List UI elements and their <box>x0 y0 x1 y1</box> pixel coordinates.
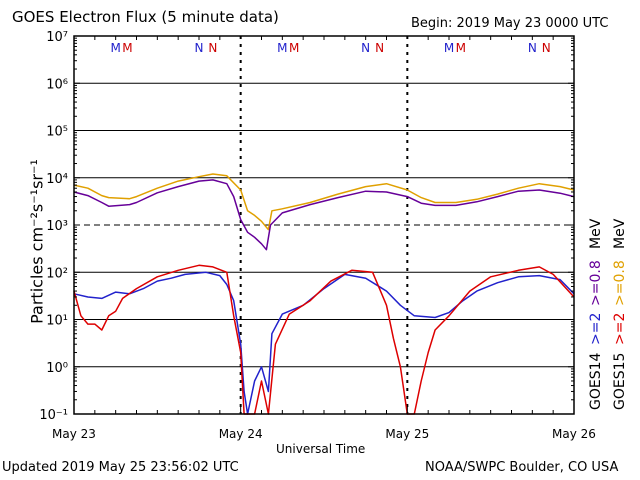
legend-label: >=2 <box>588 312 604 345</box>
x-axis-label: Universal Time <box>276 442 366 456</box>
series-line-3 <box>73 264 575 415</box>
marker-label: N <box>208 41 217 55</box>
begin-time: Begin: 2019 May 23 0000 UTC <box>411 16 609 31</box>
y-tick-label: 10⁰ <box>46 361 68 376</box>
legend-label: GOES15 <box>612 352 628 410</box>
y-tick-label: 10⁴ <box>46 172 68 187</box>
marker-label: M <box>110 41 120 55</box>
marker-label: N <box>542 41 551 55</box>
legend-label: MeV <box>588 218 604 249</box>
y-tick-label: 10² <box>46 266 68 281</box>
marker-label: N <box>528 41 537 55</box>
marker-label: M <box>122 41 132 55</box>
legend-label: >=0.8 <box>588 259 604 306</box>
marker-label: N <box>375 41 384 55</box>
marker-label: N <box>361 41 370 55</box>
updated-timestamp: Updated 2019 May 25 23:56:02 UTC <box>2 460 239 475</box>
y-tick-label: 10⁷ <box>46 30 68 45</box>
marker-label: M <box>277 41 287 55</box>
marker-label: M <box>456 41 466 55</box>
marker-label: M <box>444 41 454 55</box>
legend-label: MeV <box>612 218 628 249</box>
marker-label: N <box>195 41 204 55</box>
y-tick-label: 10³ <box>46 219 68 234</box>
marker-label: M <box>289 41 299 55</box>
series-line-0 <box>73 173 575 231</box>
x-tick-label: May 24 <box>219 427 263 441</box>
series-line-1 <box>73 179 575 251</box>
legend-label: >=0.8 <box>612 259 628 306</box>
y-tick-label: 10⁵ <box>46 125 68 140</box>
y-tick-label: 10¹ <box>46 314 68 329</box>
x-tick-label: May 25 <box>385 427 429 441</box>
x-tick-label: May 26 <box>552 427 596 441</box>
credit-text: NOAA/SWPC Boulder, CO USA <box>425 460 619 475</box>
y-tick-label: 10⁻¹ <box>39 408 68 423</box>
series-line-2 <box>73 271 575 415</box>
y-tick-label: 10⁶ <box>46 77 68 92</box>
x-tick-label: May 23 <box>52 427 96 441</box>
legend-label: >=2 <box>612 312 628 345</box>
legend-label: GOES14 <box>588 352 604 410</box>
y-axis-label: Particles cm⁻²s⁻¹sr⁻¹ <box>27 159 47 324</box>
chart-title: GOES Electron Flux (5 minute data) <box>12 8 279 26</box>
